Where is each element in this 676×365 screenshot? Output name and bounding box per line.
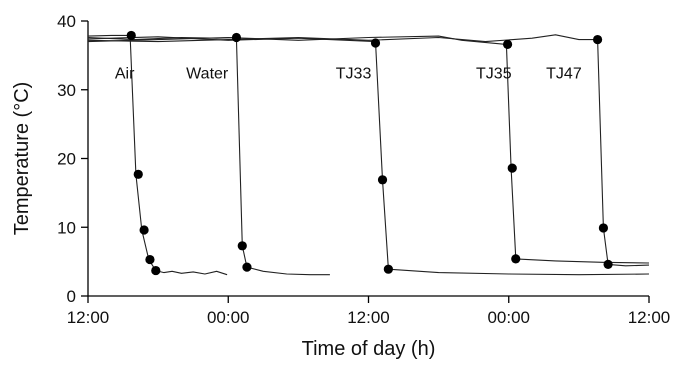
x-tick-label: 00:00 [487,308,530,327]
data-point-tj35 [507,163,517,173]
data-point-water [237,241,247,251]
series-label-tj47: TJ47 [546,66,582,83]
x-tick-label: 12:00 [628,308,671,327]
data-point-water [231,32,242,43]
data-point-air [126,30,136,41]
ticks: 12:00 00:00 12:00 00:00 12:00 0 10 20 30 40 [57,12,670,327]
x-axis-title: Time of day (h) [302,338,436,360]
axes [87,21,649,297]
series-label-air: Air [115,66,135,83]
data-point-water [242,262,252,272]
y-tick-label: 10 [57,218,76,237]
series-line-tj47 [87,34,650,267]
data-point-air [151,265,161,276]
data-point-air [139,225,149,235]
data-point-tj35 [511,254,521,264]
series-line-tj35 [87,35,650,264]
data-point-air [133,169,143,179]
data-point-tj47 [598,223,609,233]
x-tick-label: 12:00 [347,308,390,327]
series-label-tj33: TJ33 [336,66,372,83]
series-label-tj35: TJ35 [476,66,512,83]
x-tick-label: 12:00 [67,308,110,327]
data-point-tj33 [370,38,381,48]
series-markers [126,30,613,276]
data-point-tj47 [592,34,603,45]
data-point-air [145,254,155,265]
y-tick-label: 0 [67,287,76,306]
data-point-tj33 [383,264,393,274]
x-tick-label: 00:00 [207,308,250,327]
series-labels: Air Water TJ33 TJ35 TJ47 [115,66,582,83]
data-point-tj33 [377,175,388,185]
y-tick-label: 30 [57,81,76,100]
y-tick-label: 20 [57,150,76,169]
y-tick-label: 40 [57,12,76,31]
data-point-tj35 [502,39,513,49]
series-label-water: Water [186,66,229,83]
y-axis-title: Temperature (°C) [11,82,33,236]
data-point-tj47 [603,259,613,269]
